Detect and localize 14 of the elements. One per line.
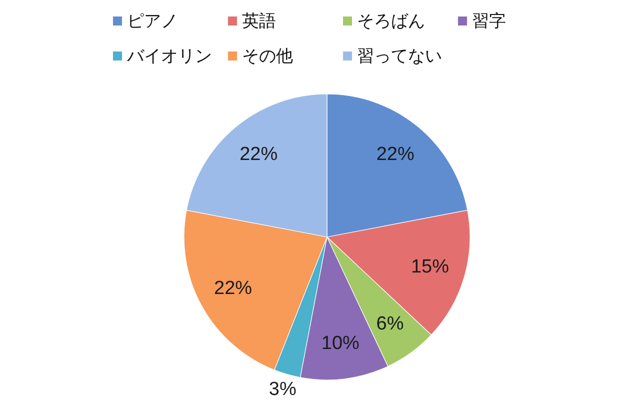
data-label: 10% — [321, 332, 360, 354]
data-label: 6% — [376, 313, 404, 334]
legend-label: 英語 — [242, 12, 276, 30]
legend-label: ピアノ — [127, 12, 178, 30]
legend-label: そろばん — [357, 12, 425, 30]
legend-label: バイオリン — [126, 46, 212, 66]
data-label: 22% — [376, 144, 414, 165]
legend-label: 習ってない — [357, 46, 442, 66]
legend-label: 習字 — [472, 12, 506, 30]
legend-label: その他 — [242, 46, 293, 66]
data-label: 22% — [214, 278, 252, 300]
data-label: 15% — [410, 256, 450, 278]
data-label: 3% — [268, 379, 296, 400]
data-label: 22% — [240, 144, 278, 165]
